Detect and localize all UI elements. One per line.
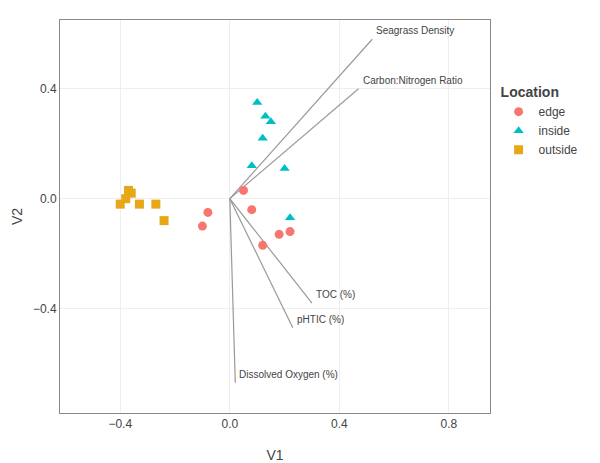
svg-text:−0.4: −0.4 bbox=[108, 417, 132, 431]
svg-text:pHTIC (%): pHTIC (%) bbox=[297, 314, 344, 325]
svg-text:V1: V1 bbox=[266, 447, 283, 463]
svg-text:0.0: 0.0 bbox=[40, 192, 57, 206]
svg-text:0.8: 0.8 bbox=[441, 417, 458, 431]
svg-text:TOC (%): TOC (%) bbox=[316, 289, 355, 300]
svg-text:−0.4: −0.4 bbox=[33, 302, 57, 316]
svg-text:Carbon:Nitrogen Ratio: Carbon:Nitrogen Ratio bbox=[363, 75, 463, 86]
svg-text:0.4: 0.4 bbox=[331, 417, 348, 431]
svg-text:Location: Location bbox=[501, 84, 559, 100]
svg-text:Seagrass Density: Seagrass Density bbox=[376, 25, 454, 36]
svg-text:inside: inside bbox=[539, 124, 571, 138]
svg-text:edge: edge bbox=[539, 105, 566, 119]
svg-text:Dissolved Oxygen (%): Dissolved Oxygen (%) bbox=[239, 369, 338, 380]
svg-text:V2: V2 bbox=[9, 208, 25, 225]
svg-text:outside: outside bbox=[539, 143, 578, 157]
svg-text:0.4: 0.4 bbox=[40, 82, 57, 96]
svg-text:0.0: 0.0 bbox=[221, 417, 238, 431]
